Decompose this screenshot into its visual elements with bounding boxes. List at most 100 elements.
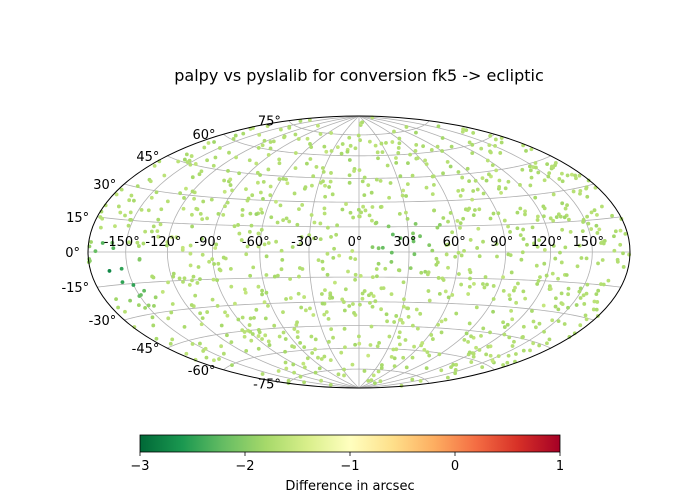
- data-point: [550, 318, 555, 323]
- data-point: [404, 125, 409, 129]
- data-point: [523, 212, 527, 217]
- data-point: [297, 274, 301, 279]
- data-point: [502, 332, 507, 337]
- data-point: [370, 304, 375, 309]
- data-point: [380, 245, 385, 250]
- colorbar-label: Difference in arcsec: [285, 479, 414, 494]
- data-point: [212, 358, 216, 363]
- data-point: [226, 168, 230, 173]
- data-point: [527, 164, 532, 169]
- data-point: [585, 214, 590, 219]
- data-point: [508, 297, 512, 302]
- data-point: [449, 144, 454, 149]
- data-point: [537, 321, 542, 326]
- data-point: [379, 286, 384, 291]
- data-point: [370, 205, 375, 209]
- data-point: [182, 157, 187, 162]
- data-point: [566, 286, 571, 291]
- data-point: [244, 348, 249, 353]
- data-point: [129, 217, 134, 222]
- data-point: [256, 146, 261, 150]
- data-point: [404, 194, 408, 198]
- data-point: [618, 242, 623, 247]
- data-point: [400, 193, 405, 198]
- data-point: [330, 295, 335, 300]
- data-point: [331, 335, 335, 340]
- data-point: [389, 250, 394, 255]
- data-point: [165, 240, 170, 244]
- data-point: [556, 212, 561, 217]
- data-point: [292, 191, 297, 196]
- data-point: [430, 174, 435, 179]
- data-point: [325, 251, 330, 256]
- data-point: [318, 237, 323, 242]
- data-point: [123, 213, 127, 218]
- data-point: [410, 173, 415, 178]
- data-point: [309, 334, 314, 339]
- data-point: [259, 227, 264, 232]
- data-point: [340, 142, 345, 146]
- data-point: [256, 284, 261, 289]
- data-point: [547, 171, 552, 175]
- longitude-tick-label: 150°: [573, 235, 604, 250]
- data-point: [188, 162, 193, 167]
- data-point: [564, 273, 569, 277]
- data-point: [371, 294, 376, 298]
- data-point: [301, 361, 306, 366]
- data-point: [225, 200, 230, 205]
- data-point: [397, 330, 402, 335]
- data-point: [274, 199, 278, 204]
- data-point: [274, 239, 278, 244]
- latitude-tick-label: 45°: [136, 150, 159, 165]
- parallel-line: [167, 325, 551, 349]
- data-point: [190, 189, 195, 194]
- data-point: [556, 319, 561, 324]
- data-point: [316, 258, 321, 263]
- data-point: [162, 173, 167, 178]
- data-point: [323, 194, 328, 199]
- data-point: [302, 365, 307, 370]
- data-point: [466, 292, 471, 296]
- data-point: [425, 350, 430, 355]
- data-point: [546, 174, 551, 179]
- data-point: [600, 204, 604, 209]
- data-point: [545, 341, 549, 346]
- data-point: [385, 319, 389, 324]
- data-point: [379, 141, 384, 146]
- parallel-line: [97, 216, 621, 228]
- data-point: [467, 350, 472, 355]
- data-point: [189, 154, 194, 158]
- data-point: [488, 353, 493, 358]
- data-point: [419, 270, 424, 275]
- data-point: [531, 319, 536, 324]
- data-point: [471, 131, 476, 135]
- data-point: [296, 137, 301, 141]
- data-point: [200, 252, 205, 257]
- data-point: [404, 210, 408, 215]
- data-point: [535, 244, 540, 249]
- data-point: [490, 163, 495, 168]
- data-point: [594, 292, 599, 297]
- data-point: [126, 223, 131, 228]
- data-point: [376, 369, 381, 374]
- data-point: [300, 203, 305, 207]
- data-point: [100, 241, 105, 245]
- data-point: [505, 360, 510, 365]
- data-point: [534, 263, 539, 268]
- parallel-line: [124, 301, 594, 321]
- data-point: [436, 276, 441, 280]
- data-point: [358, 302, 362, 307]
- data-point: [218, 268, 223, 273]
- data-point: [181, 206, 186, 211]
- data-point: [305, 136, 310, 141]
- data-point: [394, 156, 398, 160]
- data-point: [279, 267, 284, 272]
- data-point: [444, 252, 449, 257]
- data-point: [470, 142, 475, 147]
- data-point: [376, 246, 381, 251]
- data-point: [193, 293, 198, 298]
- data-point: [453, 371, 458, 376]
- data-point: [139, 207, 144, 212]
- data-point: [506, 179, 511, 184]
- data-point: [347, 135, 352, 140]
